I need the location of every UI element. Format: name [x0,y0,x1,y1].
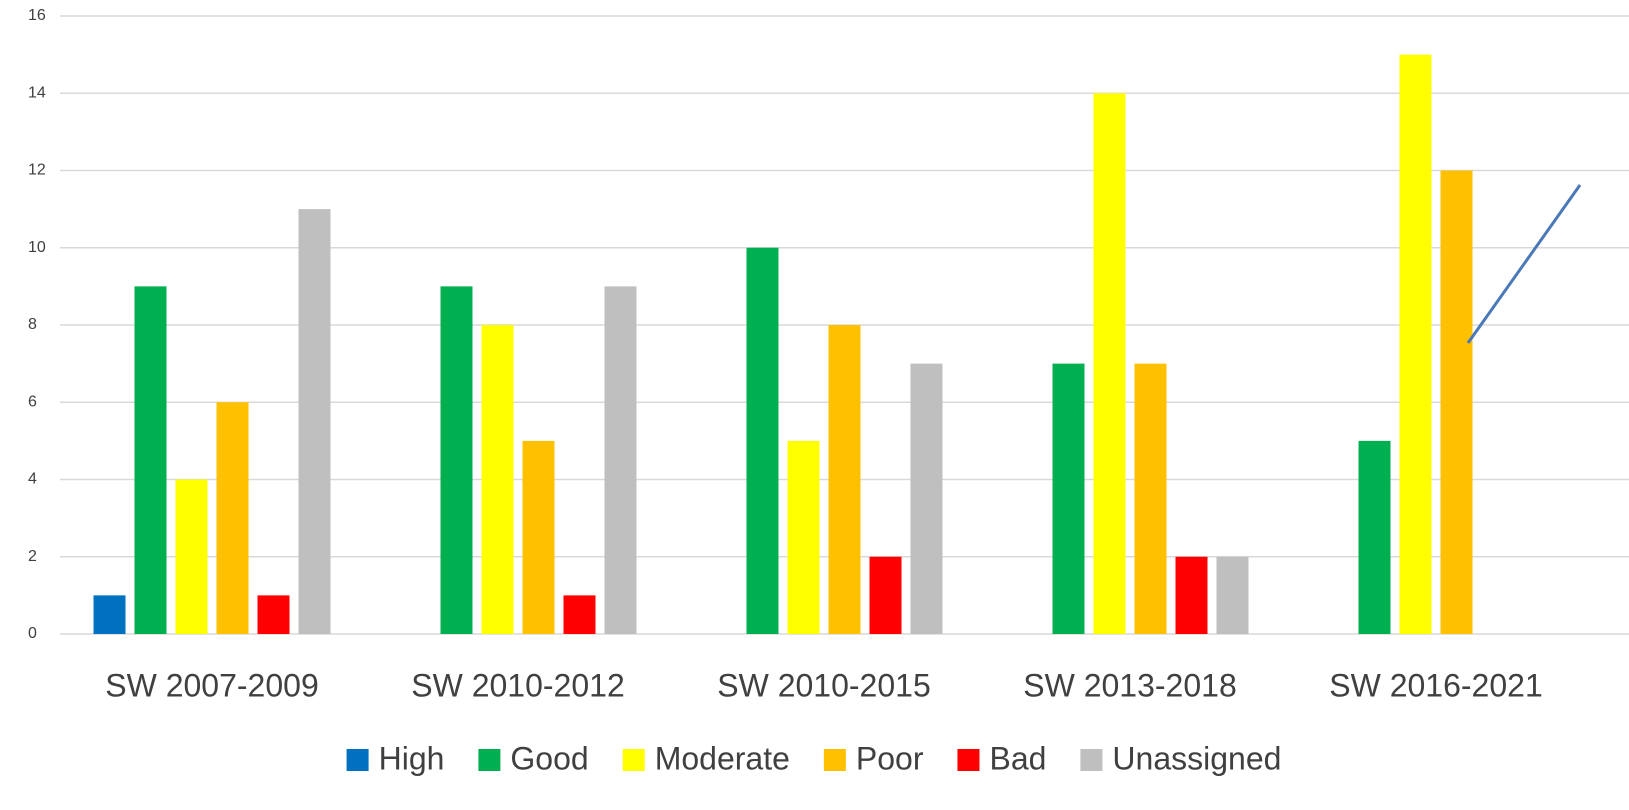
bar [1134,363,1167,634]
legend-swatch [823,749,846,771]
bar [1093,93,1126,634]
y-tick-label: 12 [28,162,46,179]
bar [828,325,861,634]
bar [257,595,290,634]
bar [216,402,249,634]
y-tick-label: 4 [28,471,37,488]
bar [298,209,331,634]
y-tick-label: 16 [28,7,46,24]
bar [1399,54,1432,634]
x-tick-label: SW 2007-2009 [105,667,318,703]
bar [481,325,514,634]
bar [604,286,637,634]
y-tick-label: 8 [28,316,37,333]
legend-label: Bad [989,740,1046,776]
legend-label: Poor [856,740,924,776]
legend-label: Good [510,740,588,776]
y-tick-label: 2 [28,548,37,565]
legend-swatch [346,749,369,771]
bar [134,286,167,634]
bar [787,440,820,634]
bar [1052,363,1085,634]
bar [93,595,126,634]
bar [1440,170,1473,634]
y-tick-label: 10 [28,239,46,256]
legend-label: High [379,740,445,776]
bar [910,363,943,634]
bar [1216,556,1249,634]
legend-swatch [957,749,980,771]
x-tick-label: SW 2016-2021 [1329,667,1542,703]
legend-swatch [1080,749,1103,771]
grid: 0 2 4 6 8 10 12 14 16 SW 2007-2009 SW 2010-2012 SW … [28,7,1629,703]
legend-swatch [478,749,501,771]
bar [869,556,902,634]
annotation-arrow [1466,184,1582,344]
legend-label: Unassigned [1112,740,1281,776]
bar [522,440,555,634]
legend-label: Moderate [655,740,790,776]
x-tick-label: SW 2010-2015 [717,667,930,703]
x-tick-label: SW 2010-2012 [411,667,624,703]
bar [563,595,596,634]
bars [93,54,1473,634]
y-tick-label: 6 [28,393,37,410]
bar [1175,556,1208,634]
legend-swatch [622,749,645,771]
y-tick-label: 0 [28,625,37,642]
y-tick-label: 14 [28,84,46,101]
bar [746,247,779,634]
bar [1358,440,1391,634]
x-tick-label: SW 2013-2018 [1023,667,1236,703]
legend: High Good Moderate Poor Bad Unassigned [346,740,1281,776]
bar [175,479,208,634]
bar [440,286,473,634]
